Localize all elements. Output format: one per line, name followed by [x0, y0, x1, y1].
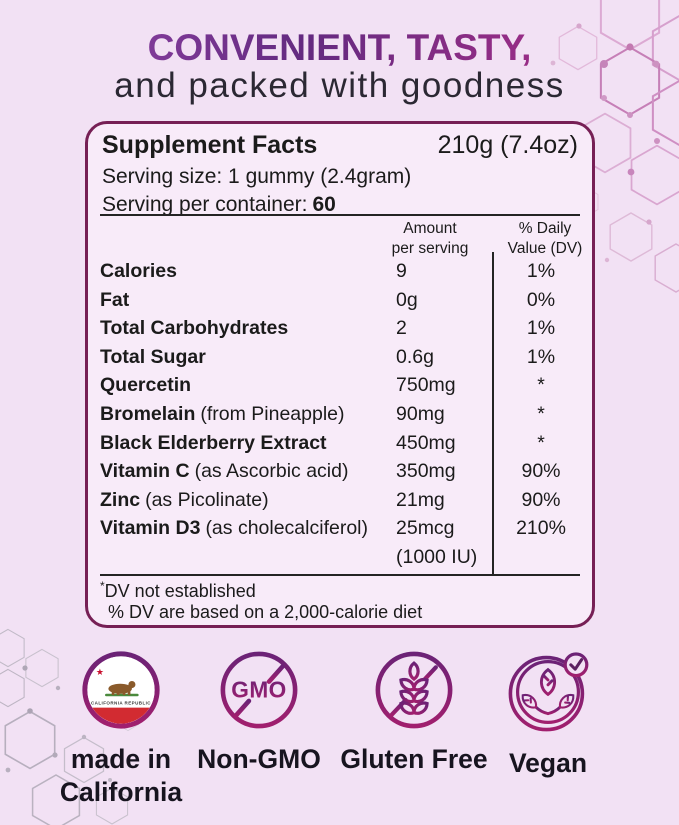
nutrient-name: Fat	[100, 288, 130, 311]
footnote-dv-not-established: *DV not established	[100, 579, 256, 601]
plant-icon	[518, 668, 578, 720]
nutrient-dv: *	[537, 374, 545, 397]
hexagon-pattern-bottom-left	[0, 628, 140, 825]
nutrient-amount: 0.6g	[396, 345, 434, 368]
nutrient-dv: 0%	[526, 288, 556, 311]
nutrient-name: Quercetin	[100, 374, 192, 397]
page-title: CONVENIENT, TASTY,	[0, 27, 679, 69]
nutrient-dv: 1%	[526, 317, 556, 340]
badge-label: Vegan	[508, 748, 588, 778]
nutrient-name: Vitamin D3	[100, 517, 201, 540]
serving-per-container: Serving per container: 60	[102, 193, 336, 217]
net-weight: 210g (7.4oz)	[437, 131, 578, 159]
nutrient-dv: 1%	[526, 345, 556, 368]
serving-size: Serving size: 1 gummy (2.4gram)	[102, 165, 412, 188]
nutrient-table: Calories 9 1% Fat 0g 0% Total Carbohydra…	[88, 257, 592, 568]
footnote-calorie-diet: % DV are based on a 2,000-calorie diet	[108, 602, 423, 622]
nutrient-dv: 90%	[521, 460, 561, 483]
badge-label: Gluten Free	[340, 744, 488, 774]
divider-rule-bottom	[100, 574, 580, 576]
nutrient-amount: 0g	[396, 288, 418, 311]
vegan-icon	[508, 652, 589, 732]
nutrient-dv: 1%	[526, 260, 556, 282]
badge-gluten-free: Gluten Free	[324, 648, 504, 776]
non-gmo-icon: GMO	[220, 651, 298, 729]
page-subtitle: and packed with goodness	[114, 66, 565, 105]
nutrient-amount: 21mg	[396, 488, 445, 511]
nutrient-row-vitamin-c: Vitamin C (as Ascorbic acid) 350mg 90%	[88, 457, 592, 486]
flag-star: ★	[96, 667, 104, 677]
nutrient-detail: (as Picolinate)	[145, 488, 269, 511]
gmo-text: GMO	[231, 677, 286, 703]
column-header-amount: Amount per serving	[391, 220, 469, 258]
nutrient-row-total-sugar: Total Sugar 0.6g 1%	[88, 343, 592, 372]
nutrient-row-zinc: Zinc (as Picolinate) 21mg 90%	[88, 486, 592, 515]
nutrient-detail: (as Ascorbic acid)	[194, 460, 349, 483]
flag-caption: CALIFORNIA REPUBLIC	[91, 701, 151, 706]
gluten-free-icon	[375, 651, 453, 729]
nutrient-name: Total Sugar	[100, 345, 206, 368]
nutrient-detail: (from Pineapple)	[200, 402, 345, 425]
divider-rule-top	[100, 214, 580, 216]
checkmark-icon	[569, 658, 584, 671]
asterisk-marker: *	[100, 579, 105, 593]
nutrient-row-calories: Calories 9 1%	[88, 257, 592, 286]
nutrient-amount: 450mg	[396, 431, 456, 454]
nutrient-row-vitamin-d3: Vitamin D3 (as cholecalciferol) 25mcg (100…	[88, 514, 592, 568]
nutrient-detail: (as cholecalciferol)	[205, 517, 368, 540]
badge-label: made in California	[59, 744, 183, 808]
nutrient-row-total-carbohydrates: Total Carbohydrates 2 1%	[88, 314, 592, 343]
badge-non-gmo: GMO Non-GMO	[169, 648, 349, 776]
nutrient-name: Black Elderberry Extract	[100, 431, 327, 454]
nutrient-name: Vitamin C	[100, 460, 190, 483]
badge-label: Non-GMO	[197, 744, 321, 774]
nutrient-amount: 90mg	[396, 402, 445, 425]
nutrient-name: Total Carbohydrates	[100, 317, 289, 340]
column-divider-vertical	[492, 252, 494, 574]
nutrient-amount: 750mg	[396, 374, 456, 397]
badge-vegan: Vegan	[458, 648, 638, 780]
badge-made-in-california: ★ CALIFORNIA REPUBLIC made in California	[31, 648, 211, 809]
nutrient-name: Calories	[100, 260, 177, 282]
nutrient-name: Bromelain	[100, 402, 196, 425]
nutrient-amount: 9	[396, 260, 407, 282]
nutrient-amount: 2	[396, 317, 407, 340]
california-flag-icon: ★ CALIFORNIA REPUBLIC	[82, 651, 160, 729]
bear-silhouette	[108, 681, 136, 696]
column-header-daily-value: % Daily Value (DV)	[507, 220, 583, 258]
nutrient-row-black-elderberry: Black Elderberry Extract 450mg *	[88, 429, 592, 458]
nutrient-dv: 90%	[521, 488, 561, 511]
nutrient-amount: 25mcg	[396, 517, 455, 540]
wheat-icon	[396, 661, 432, 718]
nutrient-amount: 350mg	[396, 460, 456, 483]
serving-per-container-value: 60	[312, 193, 336, 216]
nutrient-dv: *	[537, 431, 545, 454]
check-badge	[563, 652, 589, 678]
panel-title: Supplement Facts	[102, 131, 318, 159]
slash-icon	[233, 664, 285, 719]
nutrient-amount-secondary: (1000 IU)	[396, 545, 478, 568]
nutrient-dv: *	[537, 402, 545, 425]
nutrient-name: Zinc	[100, 488, 141, 511]
nutrient-row-fat: Fat 0g 0%	[88, 286, 592, 315]
nutrient-row-bromelain: Bromelain (from Pineapple) 90mg *	[88, 400, 592, 429]
supplement-facts-panel: Supplement Facts 210g (7.4oz) Serving si…	[85, 121, 595, 628]
nutrient-dv: 210%	[516, 517, 566, 540]
serving-per-container-label: Serving per container:	[102, 193, 308, 216]
nutrient-row-quercetin: Quercetin 750mg *	[88, 371, 592, 400]
